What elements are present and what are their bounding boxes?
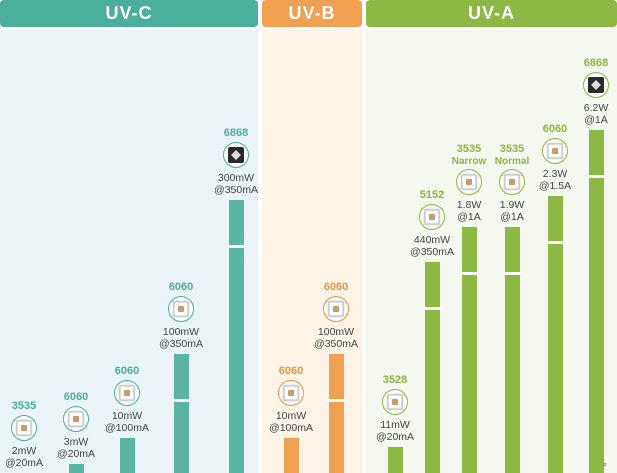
chip-die [509,178,515,185]
power-label: 3mW [63,436,89,449]
current-label: @350mA [410,245,454,258]
current-label: @100mA [105,421,149,434]
bar-gap [172,399,190,403]
power-label: 1.8W [456,198,482,211]
package-label: 6060 [63,391,89,404]
watermark-icon: ⚬ [600,460,609,471]
bar [460,226,478,473]
power-label: 300mW [217,172,255,185]
package-label: 3535 [456,142,482,155]
package-label: 6060 [323,281,349,294]
current-label: @1A [584,113,608,126]
current-label: @20mA [56,448,96,461]
package-label: 6060 [168,281,194,294]
uvb-panel [262,30,362,473]
chip-die [466,178,472,185]
bar [327,354,345,473]
current-label: @100mA [269,421,313,434]
chip-die [552,147,558,154]
chip-die [333,306,339,313]
uvb-header-label: UV-B [288,3,336,23]
led-chip-icon [456,168,482,195]
led-chip-icon [419,203,445,230]
package-label: 6060 [542,122,568,135]
power-label: 10mW [111,409,143,422]
bar [227,200,245,473]
power-label: 440mW [413,233,451,246]
bar [423,261,441,473]
bar [172,354,190,473]
current-label: @350mA [159,338,203,351]
chip-die [429,213,435,220]
power-label: 100mW [162,326,200,339]
bar-gap [503,271,521,275]
chip-die [288,389,294,396]
bar [587,129,605,473]
chip-die [392,398,398,405]
bar [68,464,84,473]
bar [503,226,521,473]
chip-die [73,416,79,423]
current-label: @350mA [314,338,358,351]
bar-gap [546,240,564,244]
chip-die [21,425,27,431]
bar-gap [460,271,478,275]
bar [119,437,135,473]
current-label: @1A [500,210,524,223]
led-chip-icon [114,379,140,406]
package-label: 3535 [499,142,525,155]
led-chip-icon [11,415,37,441]
led-chip-icon [63,406,89,433]
package-label: 6060 [278,364,304,377]
power-label: 2mW [11,445,37,457]
power-label: 2.3W [542,167,568,180]
bar-gap [227,245,245,249]
led-chip-icon [323,296,349,323]
led-chip-icon [382,388,408,415]
power-label: 10mW [275,409,307,422]
led-chip-icon [542,137,568,164]
chip-die [178,306,184,313]
package-label: 3535 [11,400,37,412]
led-chip-icon [278,379,304,406]
package-label: 6060 [114,364,140,377]
bar [546,195,564,473]
package-subtitle: Narrow [451,155,487,167]
package-subtitle: Normal [494,155,530,167]
package-label: 6868 [223,127,249,140]
led-chip-dark-icon [223,142,249,169]
current-label: @1A [457,210,481,223]
package-label: 6868 [583,56,609,69]
chip-die [124,389,130,396]
led-chip-icon [168,296,194,323]
current-label: @20mA [4,457,44,469]
power-label: 1.9W [499,198,525,211]
uvc-header: UV-C [0,0,258,27]
package-label: 5152 [419,188,445,201]
bar-gap [423,306,441,310]
uva-header: UV-A [366,0,617,27]
led-chip-icon [499,168,525,195]
uvb-header: UV-B [262,0,362,27]
bar-gap [587,174,605,178]
current-label: @350mA [214,184,258,197]
power-label: 100mW [317,326,355,339]
power-label: 11mW [380,418,410,431]
bar [283,437,299,473]
package-label: 3528 [382,373,408,386]
led-chip-dark-icon [583,71,609,98]
current-label: @1.5A [538,179,572,192]
bar-gap [327,399,345,403]
current-label: @20mA [375,430,415,443]
power-label: 6.2W [583,101,609,114]
uvc-header-label: UV-C [105,3,153,23]
bar [387,446,403,473]
uva-header-label: UV-A [467,3,515,23]
